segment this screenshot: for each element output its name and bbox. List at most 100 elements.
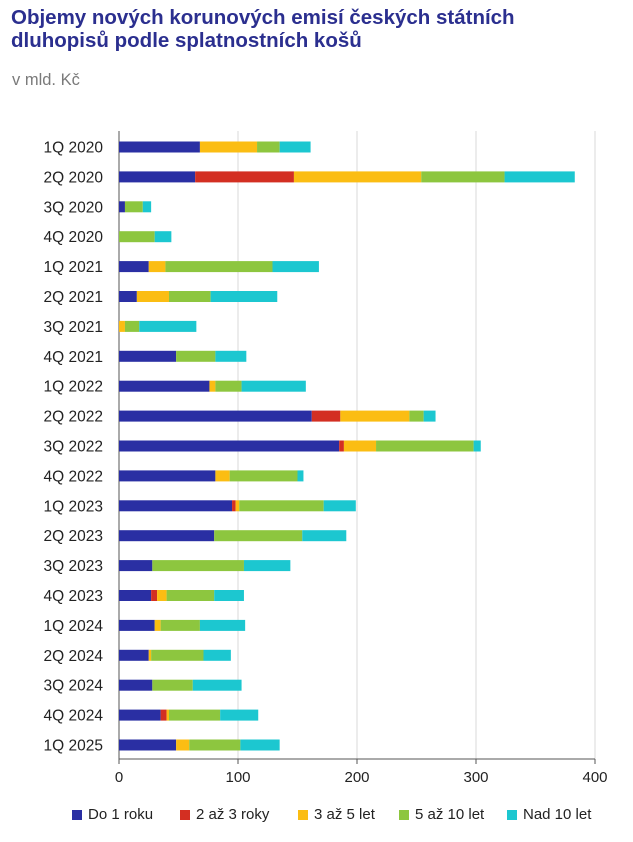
bar-segment: [240, 739, 280, 751]
bar-segment: [151, 590, 158, 601]
bar-segment: [215, 350, 247, 362]
bar-segment: [139, 320, 197, 332]
bar-segment: [154, 231, 172, 243]
bar-segment: [192, 679, 242, 691]
y-category-label: 2Q 2022: [44, 409, 103, 426]
x-tick-label: 100: [225, 769, 250, 786]
bar-segment: [323, 500, 356, 512]
x-tick-label: 200: [344, 769, 369, 786]
bar-segment: [189, 739, 241, 751]
bar-segment: [302, 530, 347, 542]
y-category-label: 4Q 2022: [44, 468, 103, 485]
x-tick-label: 300: [463, 769, 488, 786]
bar-segment: [214, 590, 244, 601]
y-category-label: 1Q 2022: [44, 379, 103, 396]
legend-label: Nad 10 let: [523, 806, 592, 823]
y-category-label: 3Q 2022: [44, 439, 103, 456]
bar-segment: [119, 530, 215, 542]
x-tick-label: 0: [115, 769, 123, 786]
bar-segment: [195, 171, 294, 183]
legend-item: 5 až 10 let: [399, 806, 484, 823]
y-category-label: 4Q 2024: [44, 708, 104, 725]
bar-segment: [239, 500, 324, 512]
bar-segment: [343, 440, 377, 452]
legend-swatch: [72, 809, 82, 820]
bar-segment: [229, 470, 298, 482]
legend-label: 2 až 3 roky: [196, 806, 270, 823]
bar-segment: [165, 261, 273, 273]
bar-segment: [210, 291, 278, 302]
legend-item: Nad 10 let: [507, 806, 591, 823]
bar-segment: [157, 590, 167, 601]
bar-segment: [152, 560, 244, 572]
bar-segment: [124, 320, 140, 332]
bar-segment: [166, 709, 169, 721]
bar-segment: [119, 619, 155, 631]
bar-segment: [119, 500, 233, 512]
bar-segment: [119, 261, 149, 273]
bar-segment: [151, 649, 204, 661]
y-category-label: 2Q 2024: [44, 648, 104, 665]
bar-segment: [504, 171, 575, 183]
chart-title: Objemy nových korunových emisí českých s…: [11, 6, 515, 52]
bar-segment: [119, 440, 340, 452]
bar-segment: [297, 470, 304, 482]
bar-segment: [473, 440, 481, 452]
y-category-label: 1Q 2020: [44, 140, 104, 157]
y-category-label: 3Q 2020: [44, 199, 104, 216]
y-category-label: 3Q 2024: [44, 678, 104, 695]
bar-segment: [176, 350, 216, 362]
bar-segment: [272, 261, 319, 273]
y-category-label: 1Q 2023: [44, 498, 103, 515]
bar-segment: [119, 560, 153, 572]
stacked-bar-chart: 0 100 200 300 400 1Q 2020 2Q 2020 3Q 2020 4Q 202…: [44, 131, 608, 786]
chart-subtitle: v mld. Kč: [12, 71, 80, 89]
bar-segment: [152, 679, 193, 691]
bar-segment: [168, 709, 221, 721]
bar-segment: [203, 649, 231, 661]
bar-segment: [215, 380, 242, 392]
legend-item: 2 až 3 roky: [180, 806, 269, 823]
bar-segment: [214, 530, 303, 542]
bar-segment: [220, 709, 259, 721]
bar-segment: [293, 171, 422, 183]
y-category-label: 3Q 2021: [44, 319, 103, 336]
bar-segment: [119, 739, 177, 751]
bar-segment: [119, 141, 200, 153]
bar-segment: [257, 141, 280, 153]
y-category-label: 2Q 2021: [44, 289, 103, 306]
y-category-label: 4Q 2020: [44, 229, 104, 246]
legend-swatch: [507, 809, 517, 820]
bar-segment: [279, 141, 311, 153]
bar-segment: [176, 739, 190, 751]
chart-legend: Do 1 roku 2 až 3 roky 3 až 5 let 5 až 10 le…: [0, 806, 633, 828]
bar-segment: [119, 590, 152, 601]
bar-segment: [168, 291, 211, 302]
bar-segment: [215, 470, 230, 482]
y-category-label: 4Q 2021: [44, 349, 103, 366]
bar-segment: [119, 649, 149, 661]
y-category-label: 1Q 2021: [44, 259, 103, 276]
bar-segment: [199, 619, 246, 631]
bar-segment: [241, 380, 306, 392]
bar-segment: [119, 709, 161, 721]
bar-segment: [124, 201, 143, 213]
bar-segment: [421, 171, 505, 183]
y-category-label: 1Q 2025: [44, 738, 103, 755]
legend-item: Do 1 roku: [72, 806, 153, 823]
bar-segment: [148, 261, 166, 273]
bar-segment: [142, 201, 152, 213]
legend-swatch: [180, 809, 190, 820]
bar-segment: [119, 201, 125, 213]
legend-swatch: [298, 809, 308, 820]
y-category-label: 2Q 2023: [44, 528, 103, 545]
legend-label: 3 až 5 let: [314, 806, 375, 823]
bar-segment: [119, 291, 137, 302]
bar-segment: [243, 560, 291, 572]
legend-label: Do 1 roku: [88, 806, 154, 823]
bar-segment: [148, 649, 152, 661]
bar-segment: [119, 231, 155, 243]
bar-segment: [160, 709, 167, 721]
bar-segment: [119, 679, 153, 691]
bar-segment: [119, 410, 312, 422]
